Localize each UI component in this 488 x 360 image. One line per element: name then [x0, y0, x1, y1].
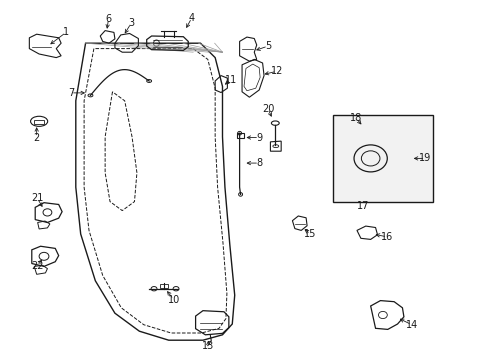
Text: 6: 6	[105, 14, 111, 24]
Text: 9: 9	[256, 132, 262, 143]
Text: 13: 13	[202, 341, 214, 351]
Text: 2: 2	[34, 132, 40, 143]
Bar	[332, 115, 432, 202]
Text: 14: 14	[405, 320, 417, 330]
Text: 3: 3	[128, 18, 134, 28]
Text: 19: 19	[418, 153, 431, 163]
Text: 15: 15	[304, 229, 316, 239]
Text: 1: 1	[63, 27, 69, 37]
Text: 20: 20	[261, 104, 274, 114]
Text: 4: 4	[188, 13, 194, 23]
Text: 12: 12	[270, 66, 283, 76]
Text: 11: 11	[224, 75, 237, 85]
Text: 18: 18	[349, 113, 362, 123]
Text: 7: 7	[68, 88, 74, 98]
Text: 16: 16	[380, 232, 393, 242]
Text: 8: 8	[256, 158, 262, 168]
Text: 17: 17	[356, 201, 368, 211]
Text: 5: 5	[264, 41, 270, 51]
Text: 10: 10	[167, 294, 180, 305]
Text: 22: 22	[31, 261, 43, 271]
Text: 21: 21	[31, 193, 43, 203]
